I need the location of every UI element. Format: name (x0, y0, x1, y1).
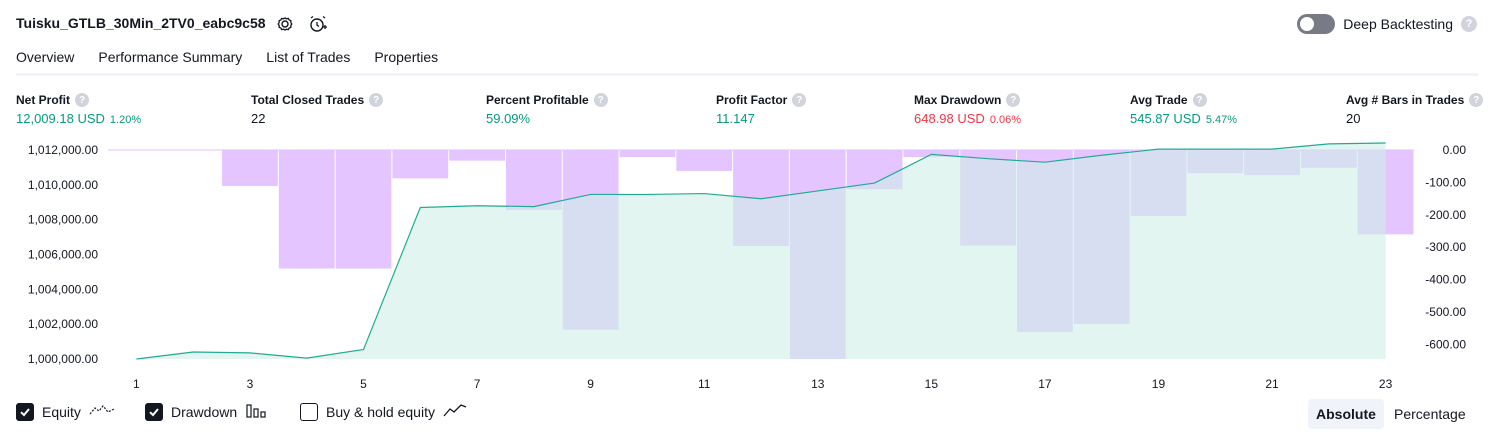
x-tick: 23 (1379, 377, 1393, 391)
metric-value: 11.147 (716, 111, 755, 126)
equity-area (136, 143, 1386, 359)
deep-backtesting-label: Deep Backtesting (1343, 16, 1453, 32)
info-icon[interactable]: ? (593, 93, 608, 107)
y-right-tick: -400.00 (1425, 273, 1466, 287)
metric-avg-bars: Avg # Bars in Trades? 20 (1346, 93, 1484, 126)
y-left-tick: 1,000,000.00 (28, 352, 98, 366)
drawdown-bar (335, 150, 392, 269)
metric-value: 545.87 USD (1130, 111, 1201, 126)
y-right-tick: -600.00 (1425, 337, 1466, 351)
x-tick: 11 (698, 377, 711, 391)
metric-avg-trade: Avg Trade? 545.87 USD 5.47% (1130, 93, 1237, 126)
drawdown-bar (278, 150, 335, 269)
x-tick: 19 (1152, 377, 1166, 391)
x-tick: 13 (811, 377, 825, 391)
metric-max-drawdown: Max Drawdown? 648.98 USD 0.06% (914, 93, 1021, 126)
legend-label: Equity (42, 403, 81, 420)
legend-equity[interactable]: Equity (16, 402, 115, 421)
metric-label: Net Profit (16, 93, 70, 107)
tab-divider (16, 73, 1478, 76)
x-tick: 15 (925, 377, 939, 391)
absolute-button[interactable]: Absolute (1308, 399, 1384, 429)
help-icon[interactable]: ? (1461, 16, 1477, 32)
metric-value: 648.98 USD (914, 111, 985, 126)
equity-line (136, 142, 1386, 360)
deep-backtesting-control: Deep Backtesting ? (1297, 14, 1477, 34)
y-left-tick: 1,010,000.00 (28, 178, 98, 192)
y-right-tick: -300.00 (1425, 240, 1466, 254)
x-tick: 21 (1265, 377, 1279, 391)
checkbox-equity[interactable] (16, 402, 34, 421)
info-icon[interactable]: ? (792, 93, 807, 107)
checkbox-drawdown[interactable] (145, 402, 163, 421)
y-left-tick: 1,008,000.00 (28, 213, 98, 227)
legend-buy-hold[interactable]: Buy & hold equity (300, 402, 467, 421)
y-left-tick: 1,004,000.00 (28, 282, 98, 296)
info-icon[interactable]: ? (1192, 93, 1207, 107)
report-header: Tuisku_GTLB_30Min_2TV0_eabc9c58 Deep Bac… (0, 0, 1494, 48)
equity-drawdown-chart[interactable]: 1,012,000.00 1,010,000.00 1,008,000.00 1,00… (0, 138, 1494, 396)
drawdown-bar (505, 150, 562, 210)
metric-value: 59.09% (486, 111, 531, 126)
add-alert-icon[interactable] (307, 13, 329, 35)
metric-percent: 1.20% (109, 114, 142, 126)
report-tabs: Overview Performance Summary List of Tra… (16, 46, 438, 76)
tab-overview[interactable]: Overview (16, 46, 75, 76)
metric-label: Total Closed Trades (251, 93, 365, 107)
checkbox-buy-hold[interactable] (300, 402, 318, 421)
metric-label: Avg # Bars in Trades (1346, 93, 1465, 107)
drawdown-bar (222, 150, 278, 187)
x-tick: 9 (587, 377, 594, 391)
legend-label: Drawdown (171, 403, 238, 420)
equity-line-icon (89, 402, 115, 421)
info-icon[interactable]: ? (1469, 93, 1484, 107)
metric-value: 20 (1346, 111, 1361, 126)
drawdown-bar (392, 150, 449, 179)
metric-value: 22 (251, 111, 266, 126)
drawdown-bar (676, 150, 733, 171)
metric-label: Max Drawdown (914, 93, 1002, 107)
legend-drawdown[interactable]: Drawdown (145, 402, 267, 421)
y-left-tick: 1,006,000.00 (28, 248, 98, 262)
info-icon[interactable]: ? (1006, 93, 1021, 107)
metric-label: Percent Profitable (486, 93, 589, 107)
x-tick: 3 (247, 377, 254, 391)
tab-list-of-trades[interactable]: List of Trades (266, 49, 351, 65)
y-right-tick: -500.00 (1425, 305, 1466, 319)
y-right-tick: -200.00 (1425, 208, 1466, 222)
metric-percent: 5.47% (1205, 114, 1238, 126)
x-tick: 1 (133, 377, 140, 391)
deep-backtesting-toggle[interactable] (1297, 14, 1336, 34)
x-tick: 17 (1038, 377, 1052, 391)
toggle-knob (1300, 17, 1315, 31)
drawdown-bar (619, 150, 676, 158)
metric-value: 12,009.18 USD (16, 111, 105, 126)
metric-percent: 0.06% (989, 114, 1022, 126)
metric-label: Profit Factor (716, 93, 788, 107)
drawdown-bar (903, 150, 960, 158)
percentage-button[interactable]: Percentage (1394, 406, 1466, 422)
metric-percent-profitable: Percent Profitable? 59.09% (486, 93, 608, 126)
strategy-title: Tuisku_GTLB_30Min_2TV0_eabc9c58 (16, 15, 266, 31)
metric-profit-factor: Profit Factor? 11.147 (716, 93, 807, 126)
bars-icon (245, 402, 267, 421)
legend-label: Buy & hold equity (326, 403, 435, 420)
metric-net-profit: Net Profit? 12,009.18 USD 1.20% (16, 93, 141, 126)
y-left-tick: 1,012,000.00 (28, 143, 98, 157)
x-tick: 7 (474, 377, 481, 391)
tab-properties[interactable]: Properties (374, 49, 439, 65)
y-right-tick: 0.00 (1443, 143, 1467, 157)
info-icon[interactable]: ? (369, 93, 384, 107)
y-left-tick: 1,002,000.00 (28, 317, 98, 331)
drawdown-bar (449, 150, 505, 161)
x-tick: 5 (360, 377, 367, 391)
tab-performance-summary[interactable]: Performance Summary (98, 49, 243, 65)
y-right-tick: -100.00 (1425, 175, 1466, 189)
metric-label: Avg Trade (1130, 93, 1188, 107)
info-icon[interactable]: ? (75, 93, 89, 107)
metric-total-closed-trades: Total Closed Trades? 22 (251, 93, 384, 126)
settings-icon[interactable] (274, 13, 296, 35)
line-chart-icon (443, 402, 467, 421)
